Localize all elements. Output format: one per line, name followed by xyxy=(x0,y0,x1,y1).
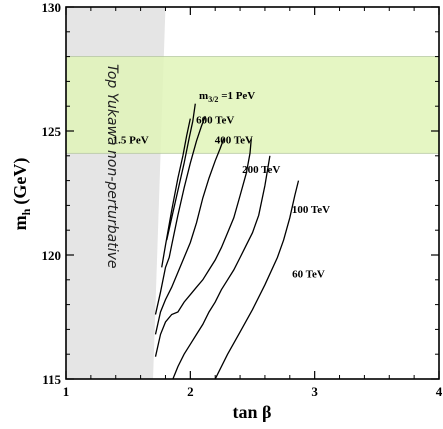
y-tick-label-0: 115 xyxy=(42,372,61,387)
curve-label-1: 1.5 PeV xyxy=(113,134,149,146)
curve-label-2: 600 TeV xyxy=(196,115,234,127)
curve-label-0: m3/2 =1 PeV xyxy=(199,90,255,104)
y-tick-label-3: 130 xyxy=(42,0,62,15)
curve-layer xyxy=(154,103,300,379)
x-tick-label-3: 4 xyxy=(436,384,443,399)
y-axis-label-main: m xyxy=(10,215,30,230)
y-axis-label-sub: h xyxy=(19,208,33,215)
curve-label-layer: m3/2 =1 PeV 1.5 PeV 600 TeV 400 TeV 200 TeV 1… xyxy=(113,90,330,281)
series-line-0 xyxy=(166,103,196,241)
tick-layer: 1 2 3 4 115 120 125 130 xyxy=(42,0,443,399)
curve-label-3: 400 TeV xyxy=(215,134,253,146)
background-layer xyxy=(66,7,439,379)
curve-label-6: 60 TeV xyxy=(292,268,325,280)
y-axis-label: mh (GeV) xyxy=(10,158,33,231)
series-line-4 xyxy=(154,138,252,357)
series-line-3 xyxy=(154,138,225,335)
x-tick-label-1: 2 xyxy=(187,384,194,399)
curve-label-5: 100 TeV xyxy=(292,204,330,216)
series-line-1 xyxy=(161,118,191,268)
y-tick-label-2: 125 xyxy=(42,124,62,139)
series-line-6 xyxy=(214,180,300,379)
series-line-5 xyxy=(172,155,271,379)
x-tick-label-2: 3 xyxy=(311,384,318,399)
curve-label-4: 200 TeV xyxy=(242,164,280,176)
plot-frame xyxy=(65,6,440,380)
region-label: Top Yukawa non-perturbative xyxy=(104,64,120,269)
series-line-2 xyxy=(154,115,206,315)
x-axis-label: tan β xyxy=(233,402,272,422)
x-tick-label-0: 1 xyxy=(63,384,70,399)
higgs-mass-band xyxy=(66,56,439,154)
y-axis-label-unit: (GeV) xyxy=(10,158,31,205)
y-tick-label-1: 120 xyxy=(42,248,62,263)
